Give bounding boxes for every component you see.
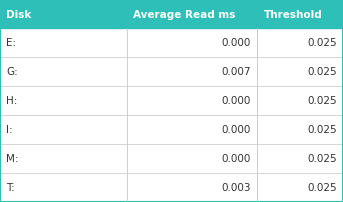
Text: 0.025: 0.025 [307,125,337,135]
Text: 0.003: 0.003 [222,183,251,193]
Text: 0.000: 0.000 [222,125,251,135]
Bar [0,144,127,173]
Bar [127,144,257,173]
Bar [257,115,343,144]
Bar [127,0,257,29]
Text: G:: G: [6,67,18,77]
Bar [0,29,127,58]
Text: Disk: Disk [6,9,32,19]
Bar [257,173,343,202]
Text: 0.000: 0.000 [222,154,251,164]
Bar [257,144,343,173]
Bar [257,29,343,58]
Bar [127,29,257,58]
Text: 0.025: 0.025 [307,38,337,48]
Text: 0.000: 0.000 [222,38,251,48]
Text: 0.025: 0.025 [307,183,337,193]
Text: 0.000: 0.000 [222,96,251,106]
Bar [257,87,343,115]
Text: T:: T: [6,183,15,193]
Bar [127,173,257,202]
Bar [127,87,257,115]
Bar [0,0,127,29]
Bar [127,115,257,144]
Bar [0,58,127,87]
Bar [0,173,127,202]
Text: 0.025: 0.025 [307,154,337,164]
Bar [0,115,127,144]
Text: Average Read ms: Average Read ms [133,9,235,19]
Text: 0.025: 0.025 [307,96,337,106]
Bar [0,87,127,115]
Text: 0.007: 0.007 [222,67,251,77]
Text: H:: H: [6,96,17,106]
Text: M:: M: [6,154,19,164]
Bar [257,0,343,29]
Text: I:: I: [6,125,13,135]
Text: 0.025: 0.025 [307,67,337,77]
Bar [127,58,257,87]
Text: E:: E: [6,38,16,48]
Text: Threshold: Threshold [263,9,322,19]
Bar [257,58,343,87]
